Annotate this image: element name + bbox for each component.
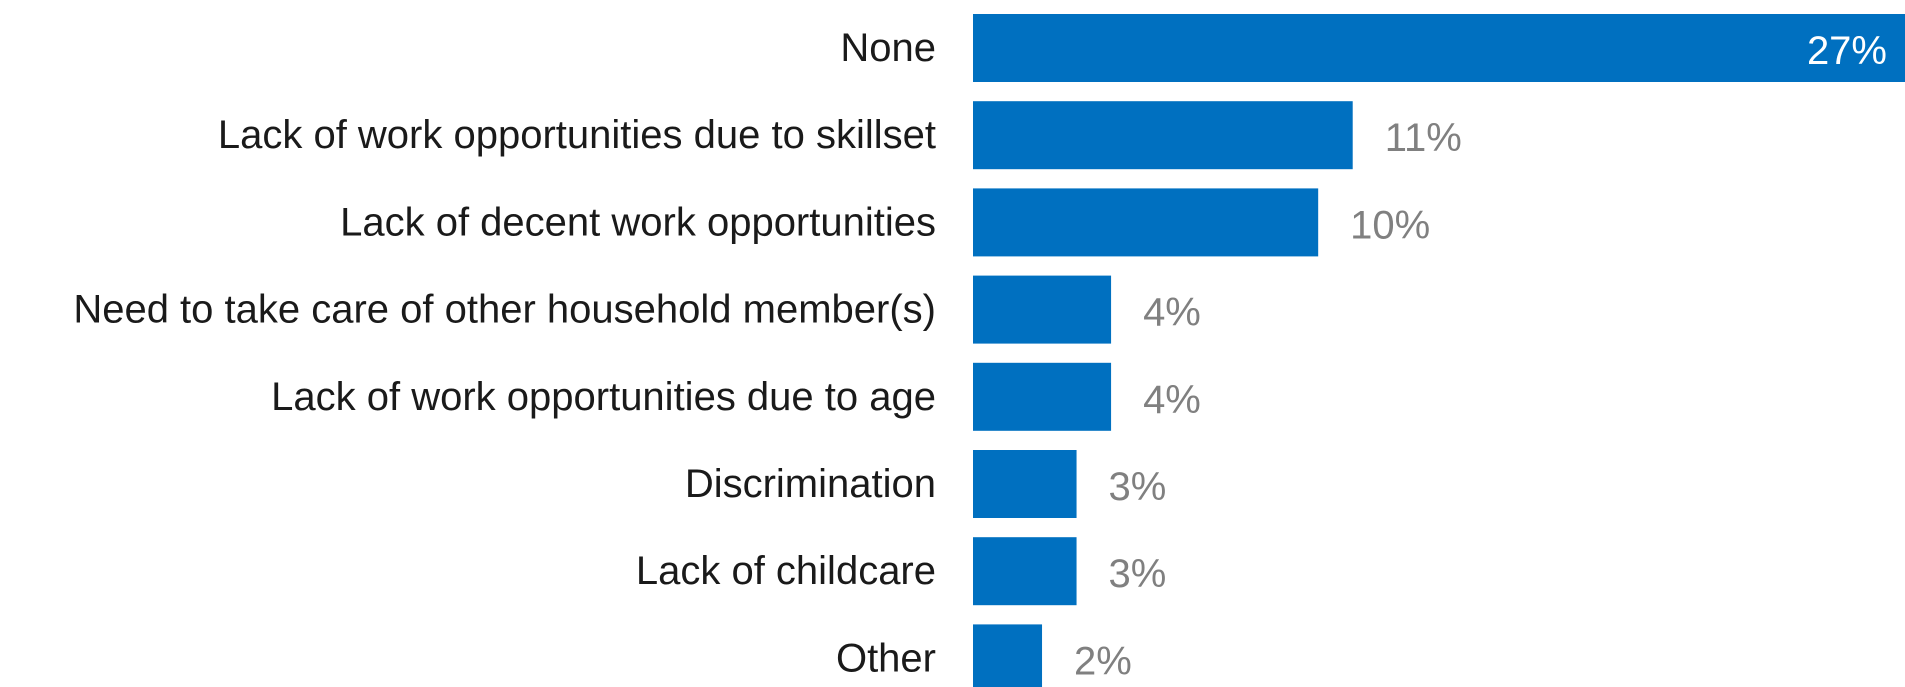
- category-label: Lack of decent work opportunities: [340, 200, 936, 244]
- bar: [973, 450, 1077, 518]
- bar: [973, 624, 1043, 687]
- category-label: None: [840, 26, 936, 70]
- category-label: Lack of work opportunities due to skills…: [218, 113, 936, 157]
- value-label: 3%: [1109, 465, 1167, 509]
- value-label: 11%: [1385, 116, 1462, 160]
- value-label: 4%: [1143, 378, 1201, 422]
- category-label: Lack of childcare: [636, 549, 936, 593]
- bar: [973, 101, 1353, 170]
- bar: [973, 14, 1905, 82]
- bar: [973, 537, 1077, 606]
- category-label: Lack of work opportunities due to age: [271, 375, 936, 419]
- value-label: 4%: [1143, 291, 1201, 335]
- value-label: 10%: [1350, 203, 1430, 247]
- category-label: Other: [836, 636, 936, 680]
- bar: [973, 362, 1112, 431]
- value-label: 27%: [1807, 29, 1887, 73]
- category-label: Discrimination: [685, 462, 936, 506]
- bar: [973, 188, 1319, 257]
- value-label: 2%: [1074, 639, 1132, 683]
- category-label: Need to take care of other household mem…: [73, 288, 936, 332]
- value-label: 3%: [1109, 552, 1167, 596]
- bar: [973, 275, 1112, 344]
